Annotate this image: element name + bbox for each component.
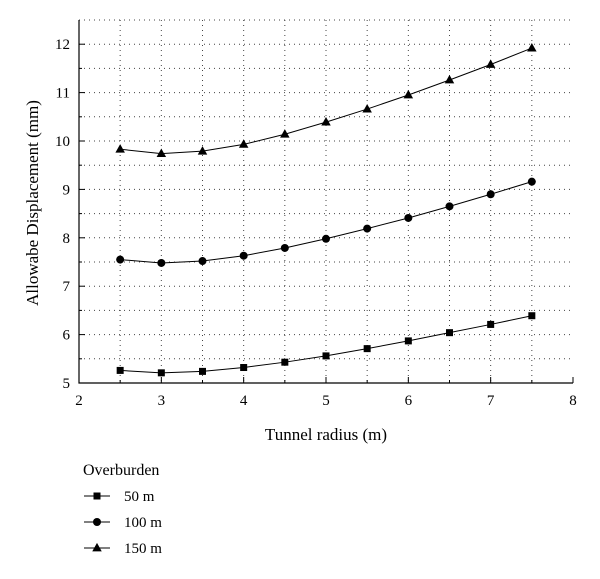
series-square [116, 312, 536, 377]
data-point-triangle [321, 117, 331, 126]
legend-entry: 100 m [84, 515, 162, 531]
legend-entry: 50 m [84, 489, 155, 505]
data-point-circle [116, 255, 125, 264]
y-tick-label: 6 [63, 328, 71, 344]
x-tick-label: 3 [158, 393, 166, 409]
data-point-triangle [115, 144, 125, 153]
data-point-triangle [280, 129, 290, 138]
data-point-circle [157, 258, 166, 267]
data-point-circle [322, 234, 330, 243]
data-point-square [322, 352, 330, 360]
x-axis-label: Tunnel radius (m) [265, 425, 387, 444]
data-point-circle [198, 257, 207, 266]
data-point-circle [527, 177, 536, 186]
data-point-square [528, 312, 536, 320]
legend-marker-square [93, 492, 101, 500]
data-point-triangle [238, 139, 249, 148]
y-tick-label: 9 [63, 182, 71, 198]
x-tick-label: 7 [487, 393, 495, 409]
series-circle [116, 177, 536, 267]
data-point-triangle [485, 59, 496, 68]
x-tick-label: 6 [405, 393, 413, 409]
axes-layer [78, 20, 573, 384]
data-point-square [404, 337, 412, 345]
data-point-circle [445, 202, 454, 211]
legend-marker-circle [93, 518, 101, 526]
data-point-triangle [444, 74, 455, 84]
y-tick-label: 7 [63, 279, 71, 295]
x-tick-label: 2 [75, 393, 83, 409]
ticks-layer: 2 3 4 5 6 7 8 5 6 7 8 9 10 11 12 [55, 37, 577, 409]
series-triangle [115, 42, 537, 157]
data-point-square [487, 320, 495, 328]
data-point-circle [486, 190, 495, 199]
legend-label: 150 m [124, 541, 162, 557]
data-point-triangle [156, 148, 167, 157]
x-tick-label: 8 [569, 393, 577, 409]
legend: Overburden 50 m 100 m 150 m [83, 462, 162, 557]
data-point-circle [239, 251, 248, 260]
y-tick-label: 5 [63, 376, 71, 392]
legend-title: Overburden [83, 462, 159, 479]
y-tick-label: 10 [55, 134, 70, 150]
series-line [120, 315, 532, 374]
y-axis-label: Allowabe Displacement (mm) [23, 100, 42, 306]
x-tick-label: 4 [240, 393, 248, 409]
data-point-triangle [197, 146, 208, 155]
data-point-triangle [362, 103, 372, 113]
legend-entry: 150 m [84, 541, 162, 557]
y-tick-label: 11 [56, 86, 70, 102]
data-point-triangle [403, 89, 414, 99]
legend-label: 100 m [124, 515, 162, 531]
legend-marker-triangle [92, 542, 102, 552]
legend-label: 50 m [124, 489, 155, 505]
data-point-square [199, 367, 206, 375]
data-point-square [157, 369, 165, 377]
series-layer [115, 42, 537, 377]
data-point-square [240, 364, 248, 372]
grid-layer [79, 19, 573, 383]
data-point-circle [280, 243, 289, 252]
y-tick-label: 8 [63, 231, 71, 247]
data-point-triangle [527, 42, 537, 52]
data-point-square [363, 345, 371, 353]
x-tick-label: 5 [322, 393, 330, 409]
data-point-square [446, 329, 453, 337]
data-point-circle [363, 224, 372, 233]
data-point-circle [404, 213, 413, 222]
data-point-square [281, 358, 289, 366]
plot-frame-left-bottom [78, 20, 573, 384]
y-tick-label: 12 [55, 37, 70, 53]
data-point-square [116, 366, 124, 374]
